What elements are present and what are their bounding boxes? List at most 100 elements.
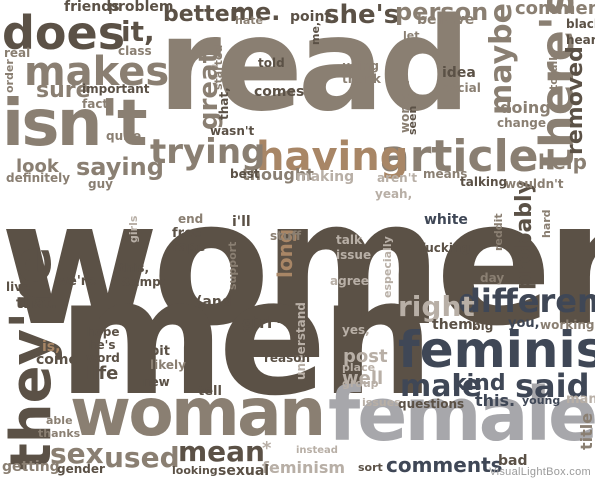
cloud-word: day [480,271,505,285]
cloud-word: comes [254,84,305,100]
cloud-word: i'll [232,214,251,230]
cloud-word: &amp; [121,275,166,289]
cloud-word: aren't [377,171,418,185]
cloud-word: feminist [398,321,595,379]
cloud-word: let [403,29,420,42]
cloud-word: female [328,372,595,458]
cloud-word: this, [119,261,150,275]
cloud-word: hate [235,14,263,27]
cloud-word: thank [342,72,381,86]
cloud-word: thanks [38,427,81,440]
cloud-word: he's [88,338,116,352]
cloud-word: ~ [210,59,220,72]
cloud-word: making [296,169,355,185]
cloud-word: big [472,319,494,333]
cloud-word: does [2,6,126,60]
cloud-word: understand [294,302,308,380]
cloud-word: important [82,82,150,96]
cloud-word: hard [540,209,553,238]
cloud-word: feminism [262,458,346,477]
cloud-word: questions [398,397,465,411]
cloud-word: point [290,9,332,25]
cloud-word: wouldn't [505,177,564,191]
cloud-word: isn't [2,87,148,161]
cloud-word: support [226,241,239,290]
cloud-word: able [46,414,73,427]
cloud-word: them. [432,317,479,333]
cloud-word: makes [24,49,170,95]
cloud-word: gender [57,462,105,476]
cloud-word: title [577,412,595,450]
cloud-word: reason [264,351,311,365]
cloud-word: instead [296,445,338,456]
cloud-word: is, [42,339,61,355]
cloud-word: (and [196,294,232,310]
cloud-word: that, [217,87,231,120]
cloud-word: totally [547,49,560,90]
cloud-word: stuff [270,229,302,243]
cloud-word: having [256,134,409,180]
cloud-word: come [36,352,78,368]
cloud-word: look [16,156,59,177]
cloud-word: change [497,116,547,130]
cloud-word: wasn't [210,124,255,138]
cloud-word: class [118,44,152,58]
cloud-word: probably [512,180,537,290]
cloud-word: we're [56,274,97,289]
cloud-word: reddit [492,213,505,251]
cloud-word: thought [242,165,314,184]
cloud-word: trying [150,132,266,172]
cloud-word: post [343,346,388,367]
cloud-word: help [538,150,587,174]
cloud-word: especially [381,236,394,298]
cloud-word: talk [336,233,362,247]
cloud-word: hear [566,33,595,47]
cloud-word: woman [70,374,326,451]
cloud-word: kind [452,371,506,396]
cloud-word: live [6,280,31,294]
cloud-word: removed [563,46,588,155]
cloud-word: said [515,367,590,405]
cloud-word: guy [88,177,113,191]
cloud-word: me, [309,21,322,45]
cloud-word: article [380,131,539,182]
cloud-word: getting [2,459,60,475]
cloud-word: it, [121,15,155,48]
cloud-word: fucking [420,241,471,255]
cloud-word: she's [324,0,400,30]
cloud-word: means [423,167,468,181]
cloud-word: sure [36,78,91,103]
cloud-word: read [158,0,471,140]
cloud-word: issue [336,248,372,262]
cloud-word: best [230,167,260,181]
cloud-word: issues [362,396,401,409]
cloud-word: talking [460,175,508,189]
cloud-word: saying [76,153,164,181]
cloud-word: right [398,290,475,323]
cloud-word: women [0,163,595,364]
cloud-word: life [86,363,119,384]
cloud-word: bit [150,344,170,359]
cloud-word: young [522,394,561,407]
cloud-word: working [540,318,595,332]
cloud-word: mean [178,435,265,468]
cloud-word: rape [172,240,206,255]
cloud-word: likely [150,358,186,372]
watermark: VisualLightBox.com [489,466,591,478]
cloud-word: comments [386,453,503,477]
cloud-word: yes, [342,323,370,337]
cloud-word: girls [127,215,140,243]
cloud-word: male [400,369,483,404]
cloud-word: definitely [6,171,71,185]
cloud-word: using [342,59,379,73]
cloud-word: yeah, [375,187,413,201]
cloud-word: well [342,368,384,389]
cloud-word: friends [64,0,120,15]
cloud-word: person [395,0,489,26]
cloud-word: idea [442,65,476,81]
cloud-word: end [178,212,204,226]
cloud-word: place [342,361,376,374]
cloud-word: me. [230,0,281,26]
